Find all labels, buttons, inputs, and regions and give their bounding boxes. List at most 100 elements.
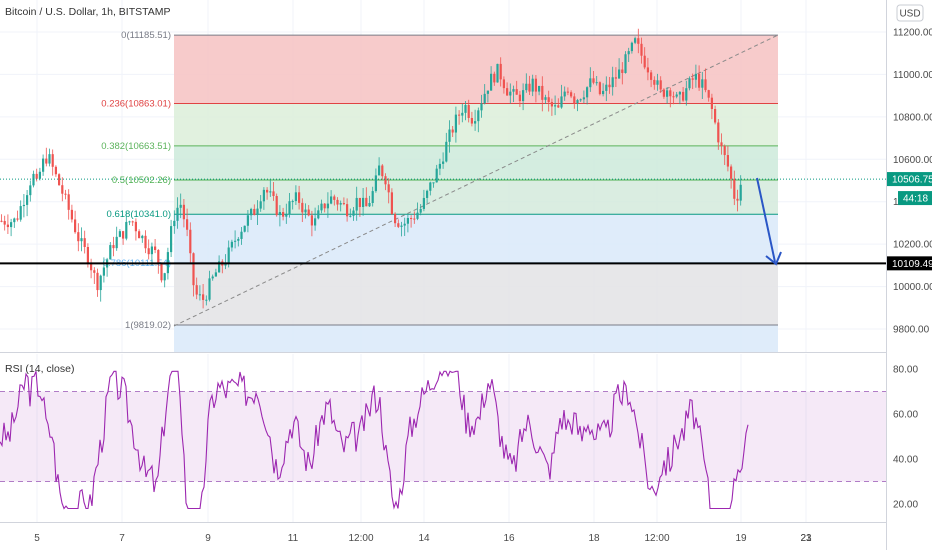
candle-body	[214, 272, 217, 277]
candle-body	[576, 100, 579, 104]
candle-body	[486, 90, 489, 94]
candle-body	[6, 224, 9, 228]
candle-body	[275, 196, 278, 216]
candle-body	[522, 90, 525, 102]
candle-body	[656, 80, 659, 85]
candle-body	[582, 97, 585, 100]
candle-body	[384, 176, 387, 185]
candle-body	[115, 236, 118, 249]
candle-body	[528, 83, 531, 92]
candle-body	[454, 114, 457, 133]
candle-body	[330, 196, 333, 204]
candle-body	[160, 263, 163, 281]
candle-body	[141, 235, 144, 239]
candle-body	[429, 182, 432, 191]
candle-body	[128, 221, 131, 223]
candle-body	[109, 245, 112, 260]
fib-level-label: 0.382(10663.51)	[101, 141, 171, 152]
candle-body	[74, 219, 77, 233]
candle-body	[464, 105, 467, 113]
candle-body	[61, 185, 64, 194]
time-tick-label: 5	[34, 533, 40, 544]
rsi-pane[interactable]	[0, 354, 886, 522]
candle-body	[390, 192, 393, 215]
candle-body	[720, 142, 723, 147]
currency-button[interactable]: USD	[896, 4, 924, 22]
candle-body	[714, 109, 717, 123]
candle-body	[48, 154, 51, 164]
fib-zone	[174, 262, 778, 325]
fib-zone	[174, 324, 778, 352]
candle-body	[525, 83, 528, 91]
candle-body	[310, 215, 313, 226]
time-tick-label: 18	[588, 533, 600, 544]
symbol-title[interactable]: Bitcoin / U.S. Dollar, 1h, BITSTAMP	[5, 6, 171, 18]
candle-body	[643, 55, 646, 68]
candle-body	[29, 185, 32, 196]
candle-body	[662, 89, 665, 97]
rsi-axis[interactable]: 80.00 60.00 40.00 20.00	[893, 365, 918, 511]
candle-body	[570, 92, 573, 97]
candle-body	[192, 253, 195, 286]
candle-body	[134, 221, 137, 232]
candle-body	[288, 201, 291, 215]
candle-body	[163, 273, 166, 281]
price-tick-label: 9800.00	[893, 325, 930, 336]
arrow-down-right-icon[interactable]	[756, 177, 782, 266]
candle-body	[499, 63, 502, 80]
time-tick-label: 19	[735, 533, 747, 544]
candle-body	[669, 90, 672, 97]
candle-body	[438, 163, 441, 169]
candle-body	[595, 82, 598, 84]
candle-body	[730, 166, 733, 179]
candle-body	[77, 232, 80, 242]
candle-body	[256, 208, 259, 216]
candle-body	[349, 215, 352, 217]
candle-body	[477, 110, 480, 122]
fib-level-label: 0.5(10502.26)	[112, 175, 171, 186]
candle-body	[218, 261, 221, 273]
candle-body	[147, 248, 150, 255]
candle-body	[371, 191, 374, 203]
svg-text:44:18: 44:18	[903, 194, 928, 205]
candle-body	[246, 215, 249, 226]
candle-body	[336, 199, 339, 205]
candle-body	[304, 209, 307, 213]
rsi-tick-label: 20.00	[893, 500, 918, 511]
candle-body	[240, 231, 243, 239]
candle-body	[614, 77, 617, 79]
candle-body	[326, 203, 329, 209]
support-price-badge: 10109.49	[887, 256, 932, 271]
time-tick-label: 23	[800, 533, 812, 544]
candle-body	[234, 240, 237, 242]
candle-body	[461, 112, 464, 116]
candle-body	[227, 247, 230, 263]
fib-zone	[174, 145, 778, 181]
candle-body	[346, 204, 349, 217]
candle-body	[704, 79, 707, 91]
candle-body	[502, 79, 505, 89]
rsi-tick-label: 40.00	[893, 455, 918, 466]
candle-body	[554, 105, 557, 107]
candle-body	[550, 102, 553, 107]
candle-body	[298, 192, 301, 203]
candle-body	[688, 78, 691, 89]
candle-body	[381, 165, 384, 177]
candle-body	[51, 154, 54, 167]
candle-body	[176, 207, 179, 221]
rsi-title[interactable]: RSI (14, close)	[5, 363, 74, 375]
candle-body	[598, 82, 601, 95]
candle-body	[611, 77, 614, 88]
candle-body	[67, 194, 70, 210]
candle-body	[403, 223, 406, 226]
candle-body	[442, 161, 445, 164]
currency-label: USD	[899, 9, 920, 20]
candlestick-series	[0, 28, 742, 309]
candle-body	[493, 73, 496, 83]
fib-retracement[interactable]: 0(11185.51) 0.236(10863.01) 0.382(10663.51…	[101, 30, 778, 352]
candle-body	[86, 246, 89, 264]
candle-body	[118, 231, 121, 237]
candle-body	[0, 220, 3, 222]
